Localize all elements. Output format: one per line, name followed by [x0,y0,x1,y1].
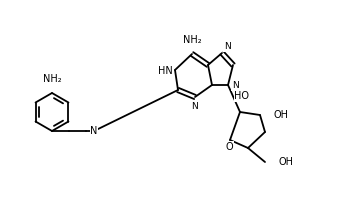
Text: OH: OH [279,157,294,167]
Text: NH₂: NH₂ [183,35,201,45]
Text: HN: HN [158,66,173,76]
Text: HO: HO [235,91,250,101]
Text: NH₂: NH₂ [43,74,61,84]
Text: N: N [224,42,231,51]
Text: O: O [225,142,233,152]
Text: OH: OH [274,110,289,120]
Text: N: N [232,82,239,91]
Text: N: N [192,102,198,111]
Text: N: N [90,126,98,136]
